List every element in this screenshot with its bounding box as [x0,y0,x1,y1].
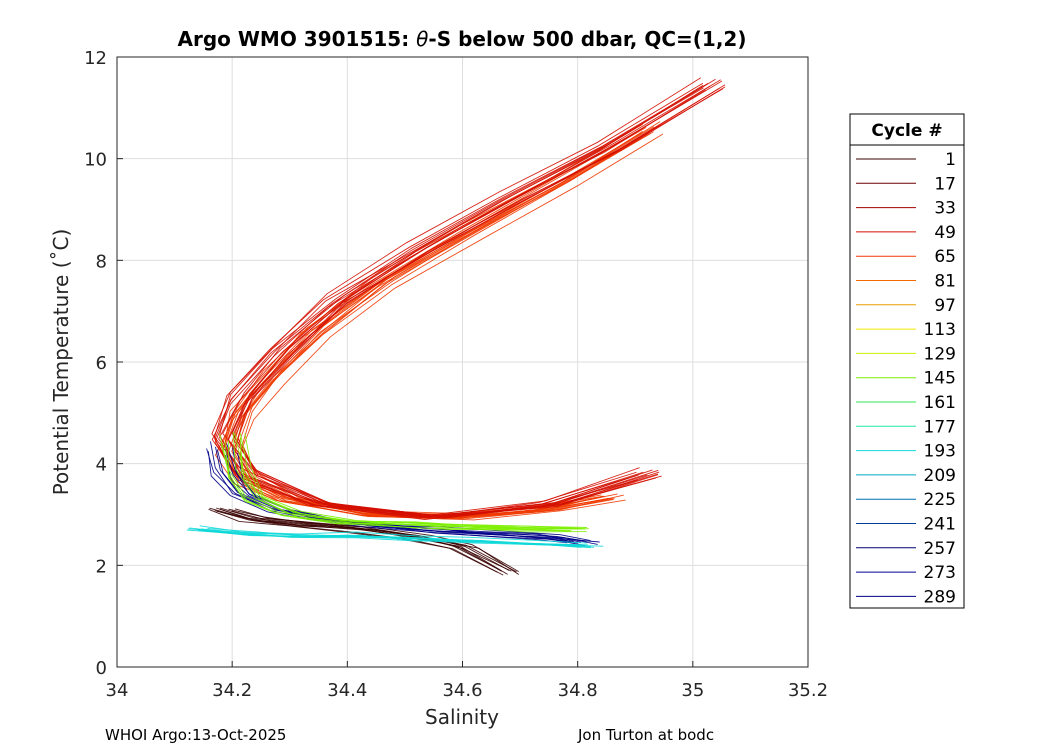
legend-label: 65 [934,247,956,267]
legend-label: 129 [924,344,956,364]
legend-label: 257 [924,539,956,559]
x-tick-labels: 34 34.2 34.4 34.6 34.8 35 35.2 [106,680,828,701]
legend-label: 81 [934,272,956,292]
legend-label: 225 [924,490,956,510]
profile-line-green-profiles [232,431,580,530]
footer-left: WHOI Argo:13-Oct-2025 [105,726,287,744]
y-tick-label: 6 [96,353,107,374]
legend: Cycle # 1 17 33 49 65 81 97 113 129 145 161 177 193 2… [849,113,965,609]
legend-label: 113 [924,320,956,340]
chart-title: Argo WMO 3901515: θ-S below 500 dbar, QC… [178,27,747,51]
legend-label: 17 [934,174,956,194]
legend-entries: 1 17 33 49 65 81 97 113 129 145 161 177 193 209 225 241… [856,150,956,607]
legend-label: 193 [924,442,956,462]
profile-line-warm-profile-2 [213,82,704,519]
y-tick-label: 2 [96,556,107,577]
profile-line-early-profile [209,507,501,571]
y-axis-label: Potential Temperature (˚C) [49,229,73,496]
legend-box [849,113,965,609]
x-tick-label: 34.6 [442,680,482,701]
x-tick-label: 34.2 [212,680,252,701]
legend-label: 97 [934,296,956,316]
profile-line-green-profiles [220,442,571,532]
profile-line-green-profiles [239,442,587,533]
y-tick-label: 8 [96,251,107,272]
profile-line-warm-profile-2 [231,79,721,518]
legend-label: 177 [924,417,956,437]
x-tick-label: 35.2 [788,680,828,701]
profile-line-green-profiles [244,433,588,528]
legend-label: 209 [924,466,956,486]
y-tick-label: 4 [96,455,107,476]
y-tick-label: 12 [84,48,107,69]
x-tick-label: 34.8 [558,680,598,701]
profile-line-cold-profiles [226,443,591,542]
plot-frame [116,56,809,668]
legend-label: 145 [924,369,956,389]
legend-label: 1 [945,150,956,170]
footer-right: Jon Turton at bodc [578,726,715,744]
legend-label: 49 [934,223,956,243]
profile-line-cyan-profiles [199,525,588,544]
legend-label: 33 [934,199,956,219]
legend-label: 161 [924,393,956,413]
legend-label: 241 [924,515,956,535]
profile-line-cold-profiles [215,446,581,543]
profile-line-cyan-profiles [188,528,582,548]
legend-title: Cycle # [871,121,942,141]
profile-line-green-profiles [234,433,582,529]
x-tick-label: 35 [681,680,704,701]
profile-lines [186,77,726,576]
y-tick-label: 10 [84,150,107,171]
x-tick-label: 34.4 [327,680,367,701]
x-tick-label: 34 [106,680,129,701]
profile-line-early-profile [219,507,510,571]
profile-line-warm-profiles [231,131,654,520]
profile-line-warm-profiles [238,133,664,521]
y-tick-labels: 0 2 4 6 8 10 12 [84,48,107,679]
y-tick-label: 0 [96,658,107,679]
legend-label: 273 [924,563,956,583]
profile-line-warm-profile-2 [227,87,720,517]
x-axis-label: Salinity [425,705,499,729]
profile-line-warm-profile-2 [227,88,724,519]
legend-label: 289 [924,587,956,607]
